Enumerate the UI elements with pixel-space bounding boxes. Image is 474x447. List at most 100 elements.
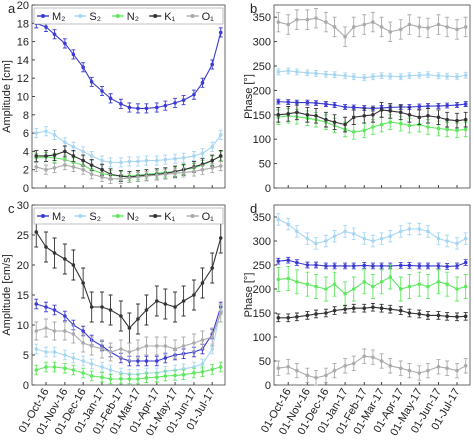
data-point — [426, 313, 430, 318]
data-point — [210, 145, 215, 149]
y-tick-label: 250 — [253, 260, 271, 272]
data-point — [324, 311, 328, 315]
data-point — [173, 171, 177, 176]
data-point — [119, 177, 123, 181]
y-tick-label: 14 — [17, 55, 29, 67]
data-point — [108, 350, 113, 354]
data-point — [305, 71, 310, 75]
data-point — [155, 299, 159, 303]
data-point — [343, 264, 347, 268]
data-point — [81, 329, 85, 333]
data-point — [417, 115, 422, 120]
data-point — [100, 305, 104, 309]
y-tick-label: 100 — [253, 134, 271, 146]
data-point — [379, 122, 384, 127]
data-point — [314, 284, 318, 289]
data-point — [52, 308, 57, 312]
data-point — [426, 368, 430, 373]
data-point — [71, 145, 76, 149]
data-point — [200, 338, 205, 342]
data-point — [343, 73, 347, 78]
y-axis-label: Amplitude [cm/s] — [1, 254, 13, 335]
legend: M₂ S₂ N₂ K₁ O₁ — [33, 7, 224, 25]
data-point — [34, 165, 39, 169]
data-point — [200, 281, 205, 285]
data-point — [71, 368, 76, 372]
data-point — [407, 311, 412, 315]
data-point — [398, 27, 403, 32]
data-point — [426, 26, 430, 30]
data-point — [119, 314, 123, 318]
y-tick-label: 50 — [259, 356, 271, 368]
data-point — [362, 306, 367, 311]
y-axis-label: Amplitude [cm] — [1, 60, 13, 133]
data-point — [343, 364, 347, 368]
data-point — [305, 373, 310, 378]
data-point — [144, 106, 149, 111]
y-tick-label: 8 — [23, 110, 29, 122]
legend-marker — [153, 14, 158, 18]
data-point — [218, 154, 223, 158]
data-point — [100, 167, 104, 172]
y-tick-label: 16 — [17, 37, 29, 49]
panel-label: b — [250, 1, 257, 16]
data-point — [426, 72, 430, 77]
data-point — [144, 344, 149, 348]
data-point — [286, 112, 291, 116]
data-point — [463, 127, 468, 132]
y-tick-label: 5 — [23, 350, 29, 362]
data-point — [286, 100, 291, 104]
data-point — [362, 75, 367, 80]
data-point — [324, 239, 328, 243]
data-point — [63, 41, 67, 46]
data-point — [127, 377, 132, 381]
data-point — [44, 167, 48, 172]
data-point — [136, 159, 140, 164]
data-point — [100, 375, 104, 380]
data-point — [305, 236, 310, 241]
data-point — [332, 103, 337, 107]
data-point — [343, 307, 347, 311]
panel-label: a — [8, 1, 16, 16]
y-tick-label: 12 — [17, 73, 29, 85]
data-point — [417, 104, 422, 109]
y-tick-label: 150 — [253, 308, 271, 320]
data-point — [343, 292, 347, 296]
data-point — [324, 102, 328, 106]
data-point — [407, 123, 412, 128]
data-point — [81, 158, 85, 163]
data-point — [388, 120, 393, 124]
data-point — [52, 350, 57, 354]
y-tick-label: 6 — [23, 128, 29, 140]
legend-label: S₂ — [89, 11, 101, 23]
data-point — [155, 158, 159, 163]
y-tick-label: 150 — [253, 110, 271, 122]
data-point — [44, 25, 48, 29]
data-point — [63, 163, 67, 167]
data-point — [89, 80, 94, 84]
plot-area — [31, 204, 226, 386]
data-point — [351, 361, 356, 366]
data-point — [436, 264, 441, 268]
data-point — [398, 229, 403, 234]
data-point — [192, 154, 196, 158]
data-point — [34, 131, 39, 135]
plot-area — [31, 4, 226, 189]
data-point — [305, 113, 310, 117]
y-tick-label: 20 — [17, 260, 29, 272]
y-tick-label: 4 — [23, 146, 29, 158]
data-point — [436, 364, 441, 369]
data-point — [52, 166, 57, 170]
data-point — [52, 329, 57, 333]
data-point — [63, 149, 67, 154]
data-point — [89, 362, 94, 366]
data-point — [71, 356, 76, 360]
data-point — [463, 260, 468, 265]
data-point — [71, 332, 76, 336]
legend-label: K₁ — [164, 211, 175, 223]
data-point — [52, 153, 57, 157]
data-point — [463, 73, 468, 78]
data-point — [210, 266, 215, 270]
data-point — [362, 280, 367, 284]
data-point — [295, 260, 299, 265]
